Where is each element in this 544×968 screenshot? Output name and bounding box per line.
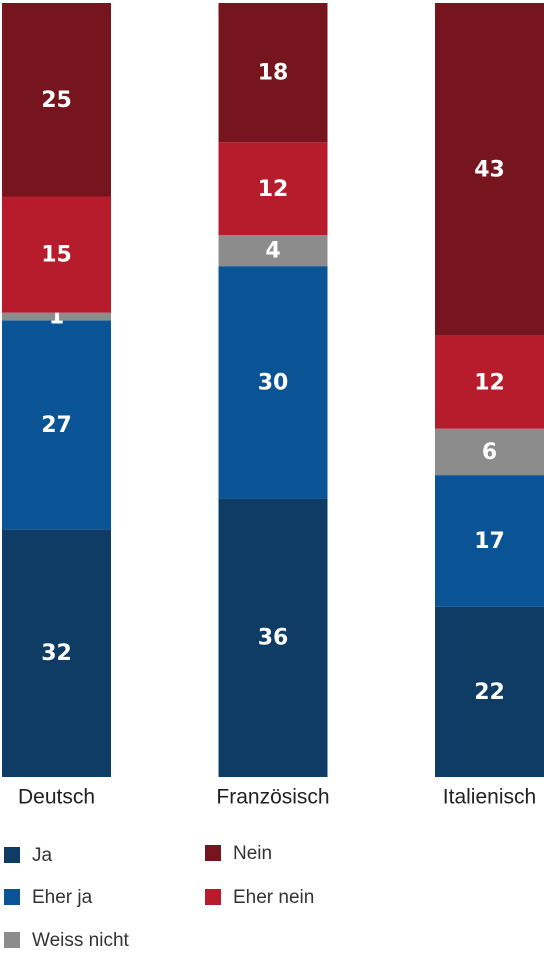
bar-segment <box>2 312 111 321</box>
bar-segment <box>435 3 544 336</box>
value-label: 36 <box>258 626 289 651</box>
bar-segment <box>218 142 328 236</box>
bar-segment <box>2 320 111 530</box>
bar-segment <box>218 498 328 777</box>
legend-swatch <box>205 889 221 905</box>
bar-segment <box>2 196 111 313</box>
value-label: 43 <box>474 157 505 182</box>
value-label: 6 <box>482 440 497 465</box>
value-label: 4 <box>265 239 280 264</box>
x-tick-label: Italienisch <box>443 786 536 809</box>
legend-label: Eher ja <box>32 887 93 908</box>
value-label: 12 <box>258 177 289 202</box>
bar-segment <box>2 3 111 197</box>
value-label: 18 <box>258 61 289 86</box>
legend-swatch <box>4 889 20 905</box>
value-label: 17 <box>474 529 505 554</box>
bar-segment <box>218 235 328 267</box>
bar-segment <box>218 3 328 143</box>
bar-segment <box>435 475 544 607</box>
legend-label: Ja <box>32 845 53 866</box>
legend-label: Eher nein <box>233 887 314 908</box>
legend-swatch <box>205 845 221 861</box>
value-label: 22 <box>474 680 505 705</box>
bar-segment <box>218 266 328 499</box>
x-tick-label: Französisch <box>216 786 329 809</box>
legend-label: Nein <box>233 843 272 864</box>
legend-label: Weiss nicht <box>32 930 130 951</box>
bar-segment <box>435 428 544 476</box>
value-label: 12 <box>474 370 505 395</box>
value-label: 32 <box>41 641 72 666</box>
value-label: 27 <box>41 413 72 438</box>
value-label: 25 <box>41 88 72 113</box>
legend-swatch <box>4 932 20 948</box>
x-tick-label: Deutsch <box>18 786 95 809</box>
value-label: 30 <box>258 370 289 395</box>
legend-swatch <box>4 847 20 863</box>
bar-segment <box>2 529 111 777</box>
bar-segment <box>435 606 544 777</box>
value-label: 15 <box>41 243 72 268</box>
bar-segment <box>435 335 544 429</box>
